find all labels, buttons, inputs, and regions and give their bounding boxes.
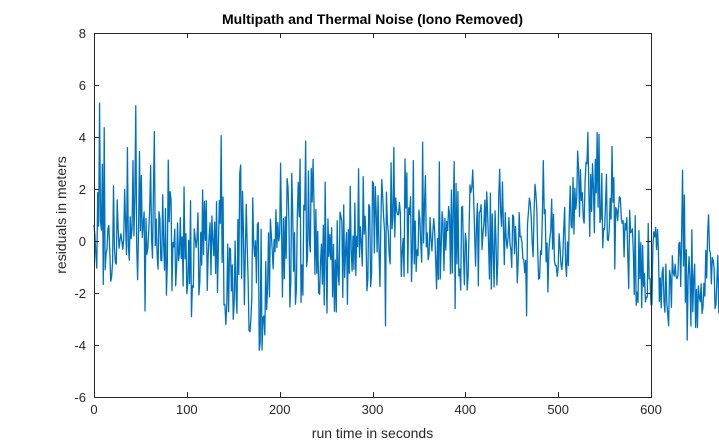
- x-tick-label: 100: [176, 402, 198, 417]
- y-tick-label: 4: [79, 130, 86, 145]
- x-tick-label: 500: [547, 402, 569, 417]
- y-tick-label: 6: [79, 78, 86, 93]
- y-tick-label: -4: [74, 338, 86, 353]
- x-axis-label: run time in seconds: [312, 425, 433, 441]
- x-tick-label: 400: [454, 402, 476, 417]
- y-tick-label: 8: [79, 26, 86, 41]
- x-tick-label: 0: [90, 402, 97, 417]
- x-tick-label: 300: [362, 402, 384, 417]
- chart-title: Multipath and Thermal Noise (Iono Remove…: [222, 11, 523, 27]
- x-tick-label: 600: [640, 402, 662, 417]
- y-axis-label: residuals in meters: [53, 156, 69, 274]
- y-tick-label: -2: [74, 286, 86, 301]
- y-tick-label: -6: [74, 390, 86, 405]
- y-tick-label: 0: [79, 234, 86, 249]
- y-tick-label: 2: [79, 182, 86, 197]
- x-tick-label: 200: [269, 402, 291, 417]
